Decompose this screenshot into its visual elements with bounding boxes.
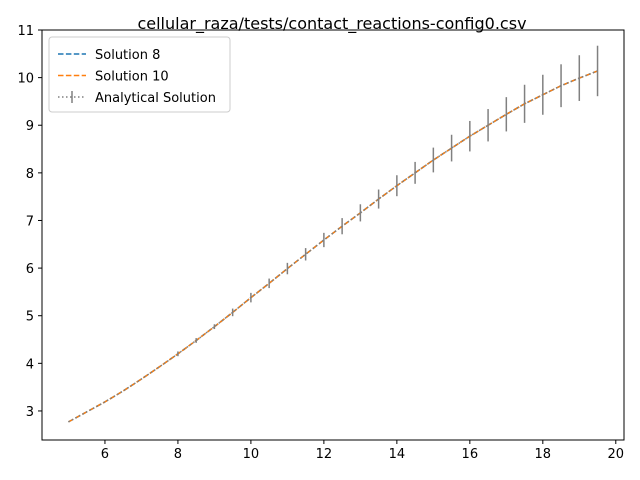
x-tick-label: 6 [101,447,109,462]
legend-label: Analytical Solution [95,91,216,106]
x-tick-label: 14 [389,447,406,462]
x-tick-label: 12 [316,447,333,462]
x-tick-label: 8 [174,447,182,462]
axes-frame [41,29,625,441]
y-tick-label: 7 [26,214,34,229]
x-tick-label: 16 [462,447,479,462]
chart-title: cellular_raza/tests/contact_reactions-co… [137,14,526,34]
legend-label: Solution 8 [95,48,160,63]
y-tick-label: 6 [26,262,34,277]
x-tick-label: 20 [608,447,625,462]
series-line-solution-10 [68,70,598,423]
legend-box [48,36,231,113]
legend-label: Solution 10 [95,70,169,85]
legend: Solution 8 Solution 10 Analytical Solution [48,36,231,113]
y-tick-label: 4 [26,357,34,372]
y-tick-label: 3 [26,405,34,420]
x-tick-label: 18 [535,447,552,462]
y-tick-label: 10 [17,72,34,87]
x-tick-label: 10 [243,447,260,462]
y-tick-label: 9 [26,119,34,134]
plot-area: 6 8 10 12 14 16 18 20 3 4 5 6 7 8 9 10 11 [17,24,624,462]
y-tick-label: 5 [26,310,34,325]
y-tick-label: 11 [17,24,34,39]
y-tick-label: 8 [26,167,34,182]
